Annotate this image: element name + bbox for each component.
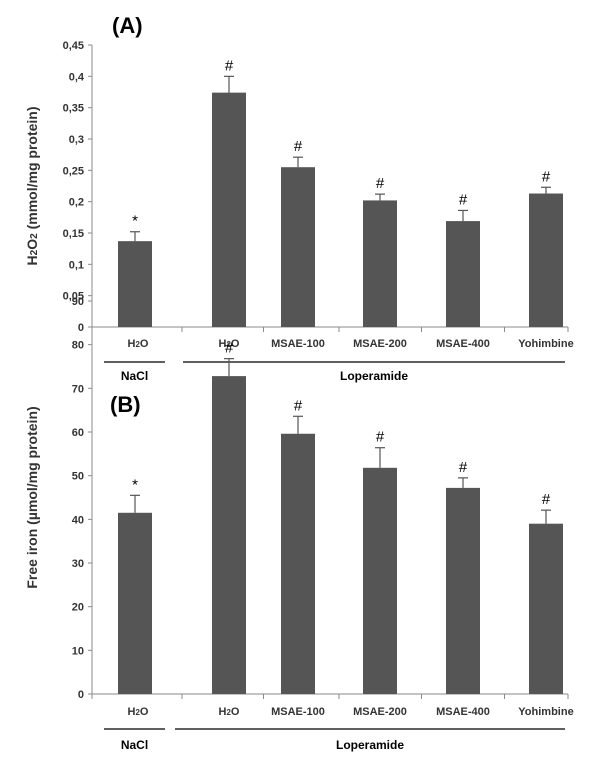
significance-hash: # [542, 491, 551, 508]
significance-hash: # [459, 459, 468, 476]
bar [212, 92, 246, 327]
panel-label: (B) [110, 392, 141, 417]
bar [363, 467, 397, 694]
category-label: H2O [128, 706, 149, 718]
y-tick-label: 0,35 [63, 103, 84, 115]
y-tick-label: 0,3 [69, 134, 84, 146]
bar [529, 523, 563, 694]
significance-hash: # [294, 397, 303, 414]
y-tick-label: 60 [72, 427, 84, 439]
category-label: MSAE-100 [271, 338, 325, 350]
significance-hash: # [376, 175, 385, 192]
group-label: NaCl [121, 369, 148, 383]
category-label: H2O [128, 338, 149, 350]
y-tick-label: 0,1 [69, 259, 84, 271]
y-tick-label: 0,05 [63, 291, 84, 303]
bar [281, 433, 315, 694]
chart-panel-a: (A) H2O2 (mmol/mg protein) 0 0,05 0,1 0,15 0,2… [24, 13, 574, 383]
y-tick-label: 70 [72, 383, 84, 395]
group-label: Loperamide [340, 369, 408, 383]
y-tick-label: 80 [72, 340, 84, 352]
significance-hash: # [459, 191, 468, 208]
significance-hash: # [225, 57, 234, 74]
category-label: H2O [219, 338, 240, 350]
significance-asterisk: * [132, 213, 138, 230]
panel-label: (A) [112, 13, 143, 38]
bar [363, 200, 397, 327]
bar [118, 512, 152, 694]
y-tick-label: 50 [72, 471, 84, 483]
y-tick-label: 0,15 [63, 228, 84, 240]
y-tick-label: 20 [72, 602, 84, 614]
category-label: H2O [219, 706, 240, 718]
group-label: Loperamide [336, 738, 404, 752]
y-tick-label: 40 [72, 514, 84, 526]
significance-hash: # [376, 429, 385, 446]
y-tick-label: 0,45 [63, 40, 84, 52]
bar [446, 221, 480, 327]
category-label: MSAE-400 [436, 338, 490, 350]
significance-asterisk: * [132, 476, 138, 493]
y-tick-label: 90 [72, 296, 84, 308]
bar [118, 241, 152, 327]
bar [446, 487, 480, 694]
category-label: MSAE-200 [353, 706, 407, 718]
y-tick-label: 30 [72, 558, 84, 570]
chart-panel-b: (B) Free iron (µmol/mg protein) 0 10 20 30 40 5… [24, 296, 574, 752]
y-tick-label: 0,4 [69, 71, 85, 83]
y-tick-label: 0 [78, 322, 84, 334]
y-tick-label: 10 [72, 645, 84, 657]
group-label: NaCl [121, 738, 148, 752]
significance-hash: # [542, 168, 551, 185]
category-label: MSAE-400 [436, 706, 490, 718]
category-label: MSAE-200 [353, 338, 407, 350]
y-tick-label: 0,25 [63, 165, 84, 177]
bar [281, 167, 315, 327]
bar [212, 376, 246, 694]
significance-hash: # [225, 340, 234, 357]
significance-hash: # [294, 138, 303, 155]
y-axis-label: H2O2 (mmol/mg protein) [24, 106, 40, 265]
bar [529, 193, 563, 327]
y-axis-label: Free iron (µmol/mg protein) [24, 406, 40, 588]
category-label: Yohimbine [518, 338, 573, 350]
y-tick-label: 0,2 [69, 197, 84, 209]
y-tick-label: 0 [78, 689, 84, 701]
category-label: Yohimbine [518, 706, 573, 718]
category-label: MSAE-100 [271, 706, 325, 718]
